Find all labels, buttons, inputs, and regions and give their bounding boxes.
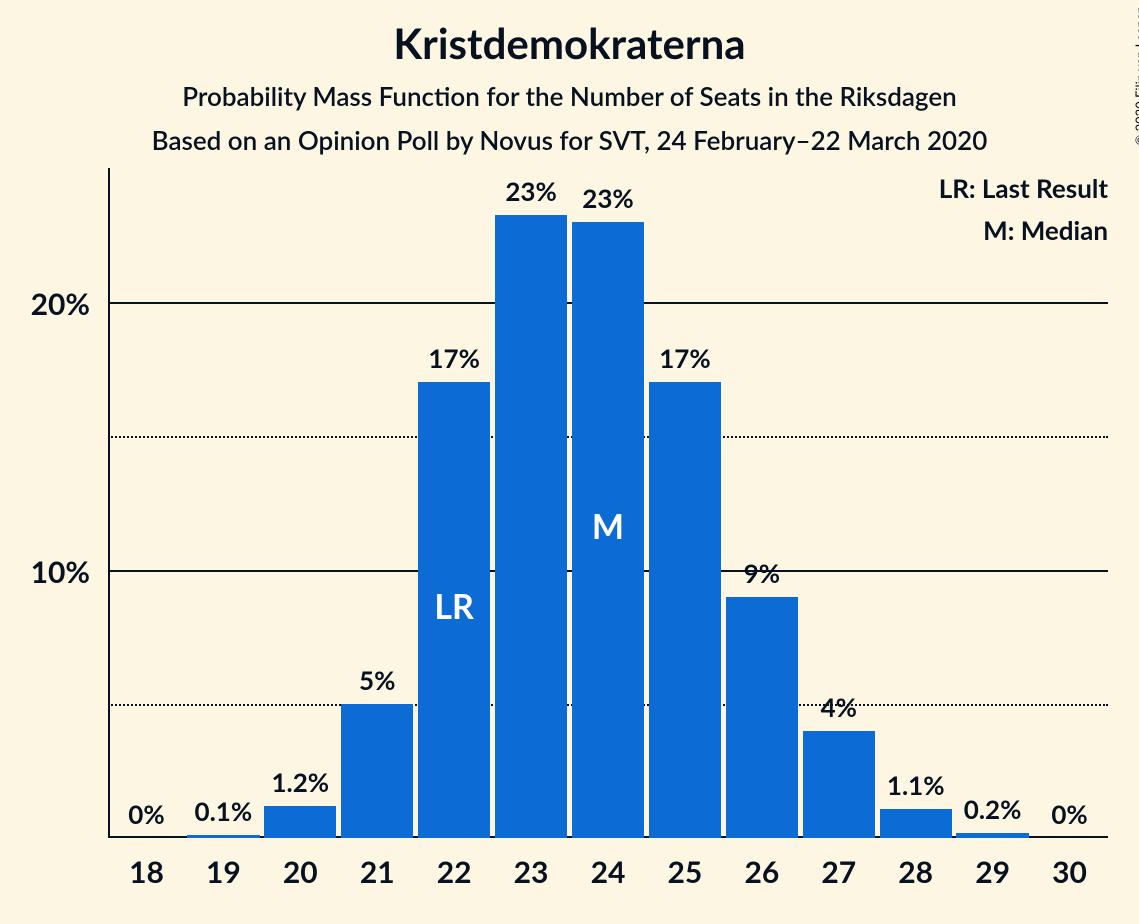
chart-subtitle-2: Based on an Opinion Poll by Novus for SV…	[0, 124, 1139, 156]
x-axis-tick-label: 28	[876, 854, 956, 890]
bar-marker-last-result: LR	[418, 586, 490, 627]
bar	[726, 597, 798, 838]
x-axis-tick-label: 24	[568, 854, 648, 890]
bar-value-label: 17%	[635, 342, 735, 374]
x-axis-tick-label: 27	[799, 854, 879, 890]
x-axis-tick-label: 22	[414, 854, 494, 890]
x-axis-tick-label: 21	[337, 854, 417, 890]
plot-area: 10%20%0%180.1%191.2%205%2117%LR2223%2323…	[108, 168, 1108, 838]
bar-value-label: 17%	[404, 342, 504, 374]
x-axis-tick-label: 30	[1030, 854, 1110, 890]
bar	[803, 731, 875, 838]
x-axis-tick-label: 19	[183, 854, 263, 890]
bar	[880, 809, 952, 838]
x-axis-tick-label: 26	[722, 854, 802, 890]
y-axis-tick-label: 20%	[31, 286, 90, 322]
bar-value-label: 23%	[558, 182, 658, 214]
x-axis-tick-label: 29	[953, 854, 1033, 890]
bar-value-label: 1.2%	[250, 766, 350, 798]
bar	[956, 833, 1028, 838]
bar-value-label: 5%	[327, 664, 427, 696]
bar-value-label: 0%	[1020, 798, 1120, 830]
chart-title: Kristdemokraterna	[0, 18, 1139, 68]
copyright-text: © 2020 Filip van Laenen	[1133, 6, 1139, 146]
bar-value-label: 0.1%	[173, 795, 273, 827]
x-axis-tick-label: 20	[260, 854, 340, 890]
bar-value-label: 4%	[789, 691, 889, 723]
chart-container: Kristdemokraterna Probability Mass Funct…	[0, 0, 1139, 924]
y-axis-tick-label: 10%	[31, 554, 90, 590]
bar	[264, 806, 336, 838]
x-axis-tick-label: 25	[645, 854, 725, 890]
bar	[495, 215, 567, 838]
bar-value-label: 9%	[712, 557, 812, 589]
bar-marker-median: M	[572, 506, 644, 547]
bar	[341, 704, 413, 838]
bar	[649, 382, 721, 838]
chart-subtitle-1: Probability Mass Function for the Number…	[0, 80, 1139, 112]
bar	[187, 835, 259, 838]
y-axis-line	[108, 168, 110, 838]
x-axis-tick-label: 18	[106, 854, 186, 890]
x-axis-tick-label: 23	[491, 854, 571, 890]
